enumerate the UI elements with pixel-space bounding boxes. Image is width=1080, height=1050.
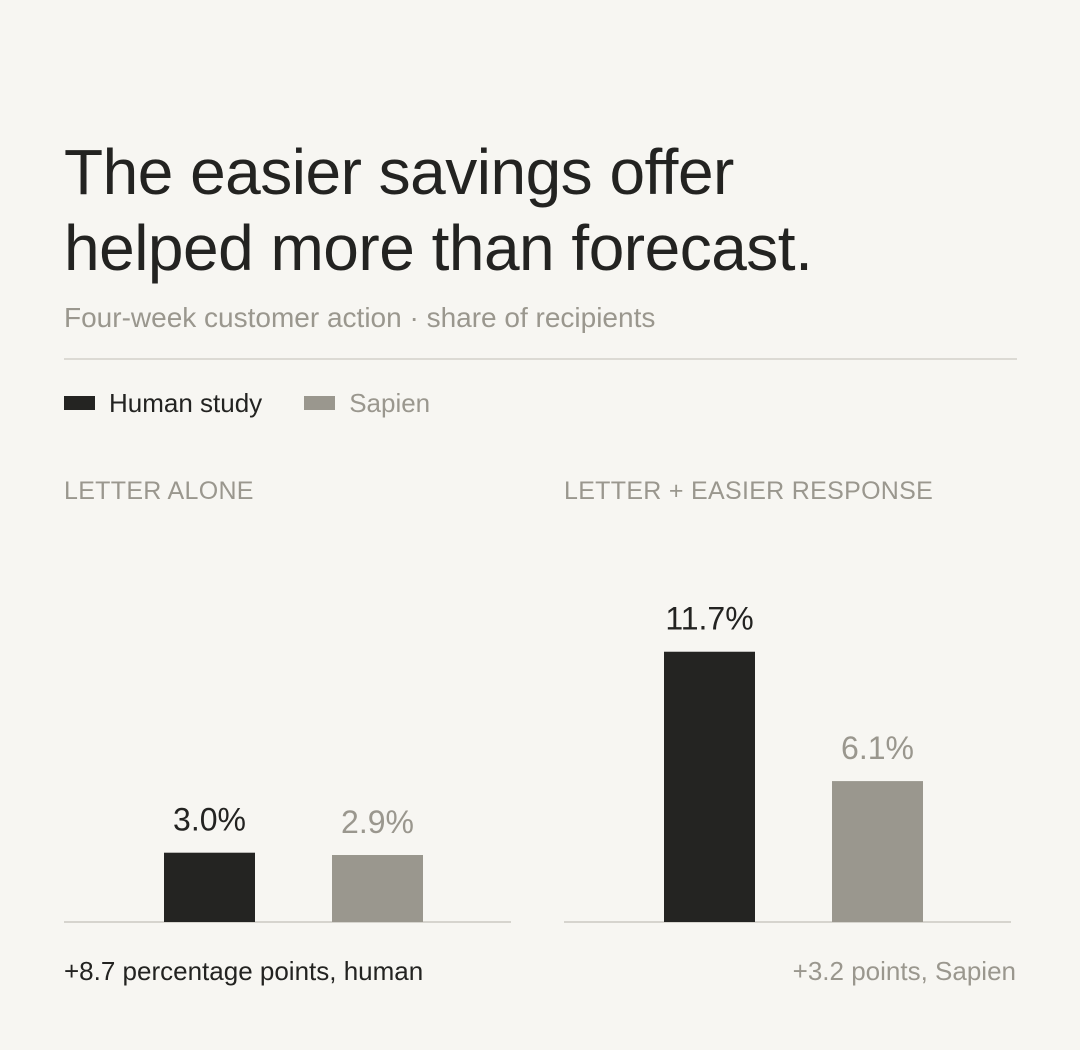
bar-letter-alone-sapien [332,855,423,922]
legend-label-human: Human study [109,387,263,418]
legend-item-sapien: Sapien [304,388,430,419]
header-divider [64,358,1017,360]
data-label-letter-alone-sapien: 2.9% [341,804,414,840]
bar-letter-easier-response-human-study [664,651,755,922]
legend-item-human: Human study [64,388,262,419]
note-human: +8.7 percentage points, human [64,956,424,986]
panel-title-letter-alone: LETTER ALONE [64,477,254,505]
note-sapien: +3.2 points, Sapien [792,956,1016,986]
data-label-letter-easier-response-human-study: 11.7% [665,601,753,637]
bar-letter-alone-human-study [164,852,255,922]
legend-swatch-human [64,396,95,410]
bar-letter-easier-response-sapien [832,781,923,922]
chart-subtitle: Four-week customer action · share of rec… [64,302,656,333]
data-label-letter-easier-response-sapien: 6.1% [841,730,914,766]
chart-title: The easier savings offer helped more tha… [64,134,1024,286]
legend: Human study Sapien [64,386,472,420]
title-line-1: The easier savings offer [64,136,734,208]
data-label-letter-alone-human-study: 3.0% [173,802,246,838]
title-line-2: helped more than forecast. [64,212,813,284]
legend-label-sapien: Sapien [349,387,431,418]
panel-title-letter-easier: LETTER + EASIER RESPONSE [564,477,934,505]
legend-swatch-sapien [304,396,336,410]
